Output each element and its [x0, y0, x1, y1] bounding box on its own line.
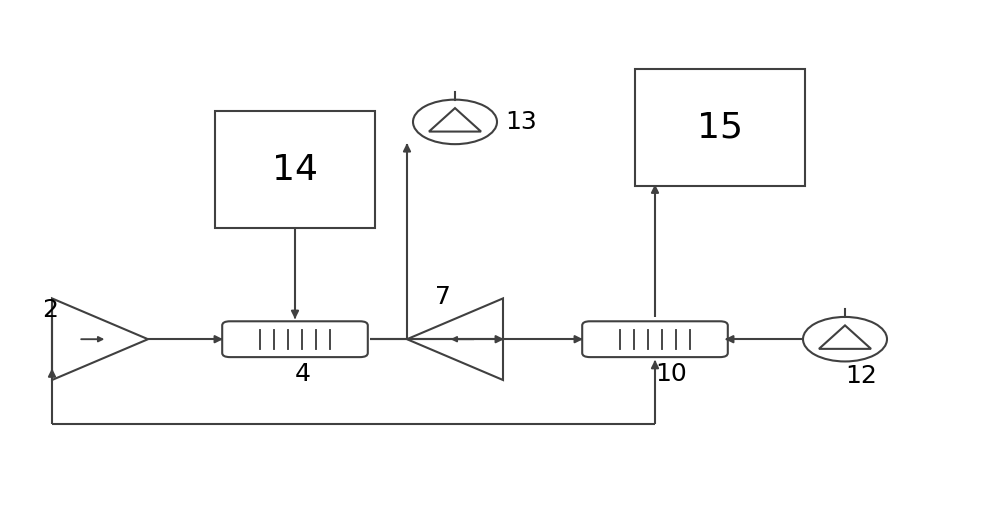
- FancyBboxPatch shape: [222, 321, 368, 357]
- Text: 13: 13: [505, 110, 537, 134]
- Text: 7: 7: [435, 285, 451, 309]
- Text: 12: 12: [845, 364, 877, 388]
- FancyBboxPatch shape: [582, 321, 728, 357]
- Text: 4: 4: [295, 361, 311, 386]
- Text: 2: 2: [42, 298, 58, 322]
- Text: 15: 15: [697, 110, 743, 144]
- Text: 14: 14: [272, 153, 318, 187]
- Bar: [215, 111, 375, 228]
- Text: 10: 10: [655, 361, 687, 386]
- Bar: [635, 69, 805, 186]
